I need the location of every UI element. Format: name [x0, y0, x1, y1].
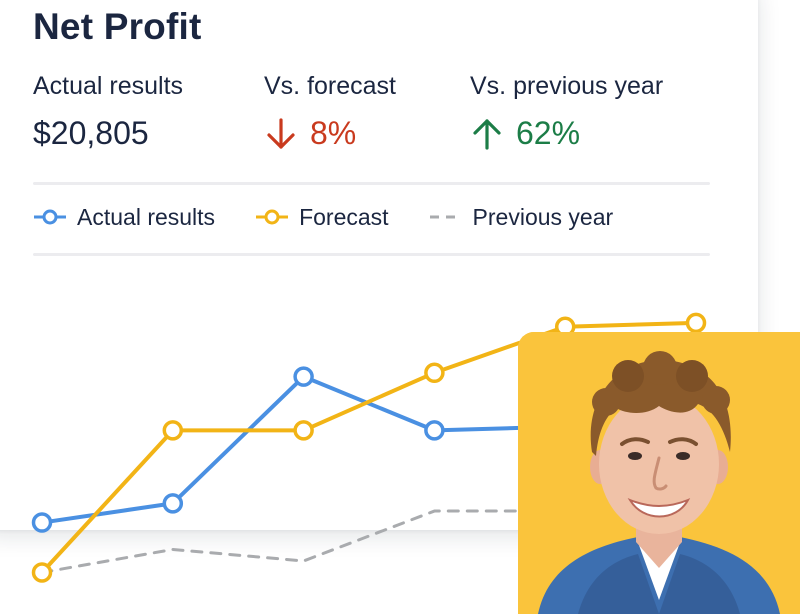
legend-actual-marker-icon	[34, 209, 66, 225]
arrow-down-icon	[267, 117, 295, 149]
data-point-forecast-1	[31, 562, 53, 583]
kpi-previous-value: 62%	[516, 115, 581, 151]
legend-previous-label: Previous year	[472, 203, 614, 230]
kpi-previous-value-row: 62%	[470, 115, 663, 152]
legend-previous-dash-icon	[429, 215, 462, 219]
data-point-actual-results-1	[31, 512, 53, 533]
legend-actual-label: Actual results	[77, 203, 216, 230]
legend-forecast-marker-icon	[256, 209, 289, 225]
data-point-actual-results-2	[162, 493, 184, 514]
series-line-actual-results	[40, 374, 568, 525]
arrow-up-icon	[473, 118, 501, 150]
data-point-forecast-3	[293, 420, 314, 441]
kpi-forecast-value-row: 8%	[264, 115, 396, 152]
kpi-actual-value-row: $20,805	[33, 115, 183, 152]
data-point-forecast-2	[162, 420, 184, 441]
series-line-forecast	[40, 320, 698, 575]
kpi-actual-label: Actual results	[33, 72, 184, 100]
data-point-actual-results-4	[424, 420, 445, 441]
kpi-previous-label: Vs. previous year	[470, 72, 664, 100]
person-portrait-icon	[518, 332, 800, 614]
kpi-actual-results: Actual results $20,805	[33, 72, 183, 152]
card-title: Net Profit	[33, 6, 202, 47]
series-line-previous-year	[40, 509, 567, 574]
data-point-actual-results-3	[293, 366, 314, 387]
data-point-forecast-6	[685, 312, 707, 334]
legend-forecast-label: Forecast	[299, 203, 389, 230]
kpi-forecast-label: Vs. forecast	[264, 72, 396, 100]
legend-item-previous: Previous year	[429, 203, 614, 231]
kpi-vs-forecast: Vs. forecast 8%	[264, 72, 396, 152]
legend-item-actual: Actual results	[33, 204, 215, 231]
divider-top	[33, 182, 710, 185]
chart-legend: Actual results Forecast Previous year	[33, 199, 653, 235]
kpi-vs-previous-year: Vs. previous year 62%	[470, 72, 663, 152]
divider-bottom	[33, 253, 710, 256]
data-point-forecast-4	[424, 362, 445, 384]
kpi-forecast-value: 8%	[310, 115, 357, 151]
legend-item-forecast: Forecast	[255, 203, 389, 231]
kpi-actual-value: $20,805	[33, 115, 149, 151]
person-photo	[518, 332, 800, 614]
